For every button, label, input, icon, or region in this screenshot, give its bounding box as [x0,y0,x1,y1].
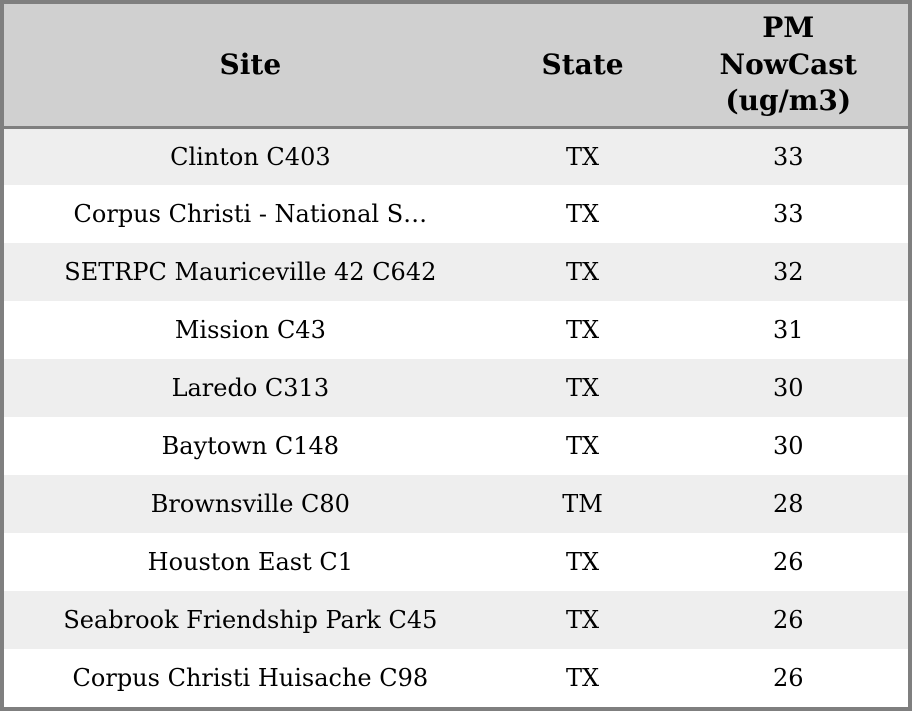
column-header-pm-nowcast[interactable]: PM NowCast (ug/m3) [668,4,908,129]
pm-nowcast-cell: 33 [668,185,908,244]
table-row: Corpus Christi - National S… TX 33 [4,185,908,244]
state-cell: TX [496,591,669,649]
header-row: Site State PM NowCast (ug/m3) [4,4,908,129]
column-header-site[interactable]: Site [4,4,497,129]
pm-nowcast-cell: 33 [668,127,908,186]
table-row: Houston East C1 TX 26 [4,533,908,591]
pm-header-line-2: NowCast [719,47,857,81]
pm-nowcast-table: Site State PM NowCast (ug/m3) Clinton C4… [4,4,908,707]
state-cell: TX [496,648,669,707]
state-cell: TX [496,243,669,302]
site-cell: Corpus Christi Huisache C98 [4,648,497,707]
pm-nowcast-cell: 26 [668,591,908,649]
table-row: Corpus Christi Huisache C98 TX 26 [4,648,908,707]
site-cell: Mission C43 [4,301,497,360]
pm-header-line-1: PM [762,10,815,44]
site-cell: Baytown C148 [4,417,497,476]
pm-nowcast-cell: 31 [668,301,908,360]
pm-nowcast-cell: 30 [668,417,908,476]
pm-nowcast-cell: 26 [668,533,908,591]
table-row: SETRPC Mauriceville 42 C642 TX 32 [4,243,908,302]
site-cell: Seabrook Friendship Park C45 [4,591,497,649]
table-row: Mission C43 TX 31 [4,301,908,360]
column-header-state[interactable]: State [496,4,669,129]
table-row: Laredo C313 TX 30 [4,359,908,418]
pm-header-line-3: (ug/m3) [725,84,852,118]
table-row: Baytown C148 TX 30 [4,417,908,476]
state-cell: TX [496,185,669,244]
state-cell: TX [496,417,669,476]
site-cell: Houston East C1 [4,533,497,591]
state-cell: TX [496,533,669,591]
state-cell: TX [496,301,669,360]
pm-nowcast-cell: 28 [668,475,908,534]
table-row: Brownsville C80 TM 28 [4,475,908,534]
site-cell: Brownsville C80 [4,475,497,534]
state-cell: TX [496,359,669,418]
state-cell: TX [496,127,669,186]
site-cell: Clinton C403 [4,127,497,186]
pm-nowcast-cell: 26 [668,648,908,707]
site-cell: SETRPC Mauriceville 42 C642 [4,243,497,302]
site-cell: Corpus Christi - National S… [4,185,497,244]
state-cell: TM [496,475,669,534]
table-row: Clinton C403 TX 33 [4,127,908,186]
pm-nowcast-cell: 30 [668,359,908,418]
site-cell: Laredo C313 [4,359,497,418]
table-row: Seabrook Friendship Park C45 TX 26 [4,591,908,649]
pm-nowcast-cell: 32 [668,243,908,302]
